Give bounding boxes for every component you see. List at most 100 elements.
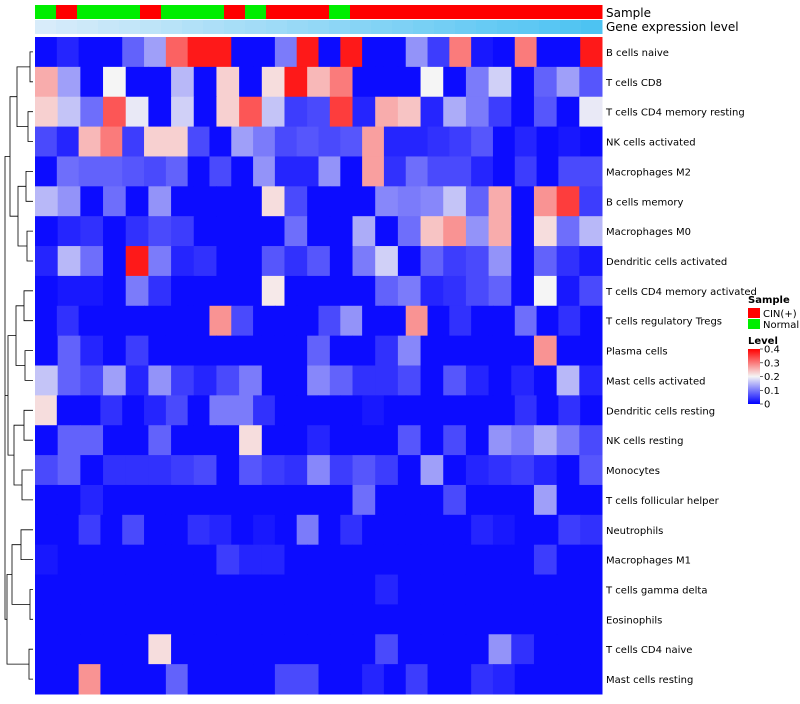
heatmap-cell — [318, 395, 341, 426]
heatmap-cell — [216, 96, 240, 128]
heatmap-cell — [56, 156, 80, 187]
heatmap-cell — [35, 365, 59, 396]
heatmap-cell — [35, 186, 59, 217]
heatmap-cell — [383, 395, 407, 426]
heatmap-cell — [329, 335, 354, 366]
heatmap-cell — [253, 305, 276, 337]
heatmap-cell — [511, 604, 535, 635]
heatmap-cell — [193, 186, 217, 217]
heatmap-cell — [122, 126, 145, 157]
heatmap-cell — [125, 544, 149, 576]
heatmap-cell — [318, 156, 341, 187]
heatmap-cell — [239, 335, 263, 366]
legend-level-title: Level — [748, 336, 778, 347]
heatmap-cell — [216, 66, 240, 98]
heatmap-cell — [443, 216, 467, 247]
sample-annotation-cell — [245, 5, 267, 19]
heatmap-cell — [471, 37, 494, 68]
heatmap-cell — [80, 365, 104, 396]
heatmap-cell — [329, 365, 354, 396]
heatmap-cell — [511, 484, 535, 516]
heatmap-cell — [125, 96, 149, 128]
heatmap-cell — [57, 574, 81, 605]
heatmap-cell — [465, 66, 490, 98]
heatmap-cell — [187, 395, 210, 426]
heatmap-cell — [216, 335, 240, 366]
heatmap-cell — [488, 66, 512, 98]
heatmap-cell — [471, 305, 494, 337]
expression-annotation-cell — [476, 20, 498, 34]
heatmap-cell — [511, 186, 535, 217]
heatmap-cell — [556, 604, 580, 635]
heatmap-cell — [579, 604, 603, 635]
heatmap-cell — [449, 126, 472, 157]
heatmap-cell — [579, 216, 603, 247]
heatmap-cell — [187, 156, 210, 187]
heatmap-cell — [284, 275, 308, 307]
expression-annotation-cell — [266, 20, 288, 34]
heatmap-cell — [307, 365, 331, 396]
heatmap-cell — [449, 156, 472, 187]
heatmap-cell — [329, 275, 354, 307]
row-label: T cells CD4 memory activated — [605, 287, 757, 298]
heatmap-cell — [579, 66, 603, 98]
row-label: Dendritic cells resting — [606, 406, 715, 417]
sample-annotation-cell — [119, 5, 141, 19]
heatmap-cell — [261, 484, 285, 516]
heatmap-cell — [261, 365, 285, 396]
sample-annotation-cell — [77, 5, 99, 19]
heatmap-cell — [340, 126, 363, 157]
heatmap-cell — [465, 246, 490, 277]
heatmap-cell — [397, 425, 422, 456]
heatmap-cell — [193, 275, 217, 307]
heatmap-cell — [318, 514, 341, 546]
heatmap-cell — [80, 484, 104, 516]
heatmap-cell — [187, 37, 210, 68]
heatmap-cell — [556, 365, 580, 396]
heatmap-cell — [383, 37, 407, 68]
heatmap-cell — [533, 484, 558, 516]
dendrogram-branch — [7, 335, 16, 456]
heatmap-cell — [465, 574, 490, 605]
heatmap-cell — [284, 574, 308, 605]
heatmap-cell — [511, 96, 535, 128]
heatmap-cell — [284, 544, 308, 576]
heatmap-cell — [193, 96, 217, 128]
heatmap-cell — [148, 484, 172, 516]
heatmap-cell — [171, 455, 195, 486]
heatmap-cell — [231, 664, 254, 695]
heatmap-cell — [556, 96, 580, 128]
heatmap-cell — [171, 574, 195, 605]
heatmap-cell — [122, 664, 145, 695]
heatmap-cell — [78, 305, 101, 337]
heatmap-cell — [56, 514, 80, 546]
heatmap-cell — [122, 156, 145, 187]
heatmap-cell — [471, 664, 494, 695]
heatmap-cell — [103, 544, 127, 576]
heatmap-cell — [443, 455, 467, 486]
heatmap-cell — [488, 574, 512, 605]
sample-annotation-cell — [560, 5, 582, 19]
heatmap-cell — [148, 275, 172, 307]
heatmap-cell — [103, 484, 127, 516]
heatmap-cell — [171, 216, 195, 247]
heatmap-cell — [103, 455, 127, 486]
dendrogram-branch — [29, 51, 33, 83]
heatmap-cell — [284, 484, 308, 516]
sample-annotation-cell — [371, 5, 393, 19]
column-annotations — [35, 5, 603, 34]
heatmap-cell — [284, 186, 308, 217]
heatmap-cell — [514, 305, 538, 337]
heatmap-cell — [465, 425, 490, 456]
expression-annotation-cell — [287, 20, 309, 34]
expression-annotation-cell — [245, 20, 267, 34]
expression-annotation-cell — [539, 20, 561, 34]
heatmap-cell — [488, 425, 512, 456]
heatmap-cell — [148, 246, 172, 277]
heatmap-cell — [239, 634, 263, 665]
heatmap-cell — [231, 126, 254, 157]
heatmap-cell — [284, 604, 308, 635]
sample-annotation-cell — [413, 5, 435, 19]
heatmap-cell — [261, 425, 285, 456]
heatmap-cell — [35, 96, 59, 128]
